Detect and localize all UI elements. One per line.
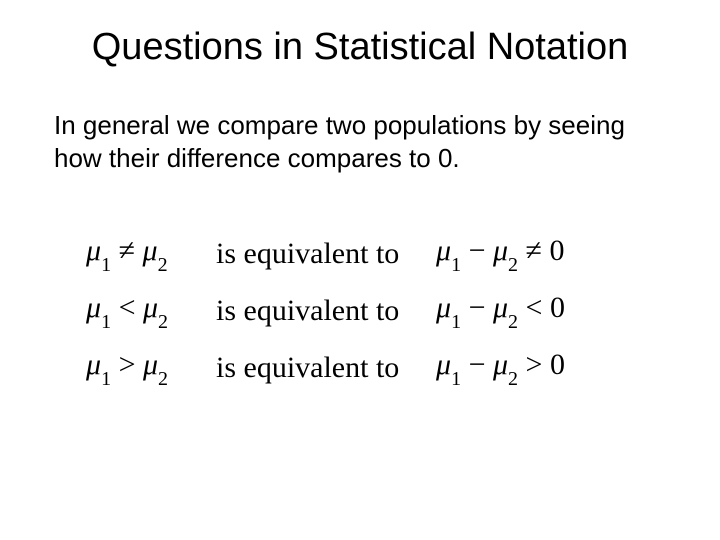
minus-op: − xyxy=(469,234,486,267)
slide-title: Questions in Statistical Notation xyxy=(50,26,670,69)
minus-op: − xyxy=(469,291,486,324)
equation-rhs: μ1 − μ2 > 0 xyxy=(436,348,565,387)
mu-symbol: μ xyxy=(86,291,101,324)
equation-rhs: μ1 − μ2 ≠ 0 xyxy=(436,234,565,273)
mu-symbol: μ xyxy=(86,348,101,381)
equation-rhs: μ1 − μ2 < 0 xyxy=(436,291,565,330)
subscript: 2 xyxy=(508,368,518,390)
relation-op: < xyxy=(526,291,543,324)
equation-row: μ1 ≠ μ2 is equivalent to μ1 − μ2 ≠ 0 xyxy=(86,234,670,273)
subscript: 1 xyxy=(101,254,111,276)
relation-op: ≠ xyxy=(119,234,135,267)
mu-symbol: μ xyxy=(493,291,508,324)
subscript: 1 xyxy=(451,368,461,390)
equations-block: μ1 ≠ μ2 is equivalent to μ1 − μ2 ≠ 0 μ1 … xyxy=(50,234,670,387)
subscript: 1 xyxy=(101,368,111,390)
minus-op: − xyxy=(469,348,486,381)
equation-row: μ1 < μ2 is equivalent to μ1 − μ2 < 0 xyxy=(86,291,670,330)
relation-op: < xyxy=(119,291,136,324)
equation-row: μ1 > μ2 is equivalent to μ1 − μ2 > 0 xyxy=(86,348,670,387)
relation-op: ≠ xyxy=(526,234,542,267)
zero: 0 xyxy=(550,291,565,324)
mu-symbol: μ xyxy=(436,291,451,324)
slide-body-text: In general we compare two populations by… xyxy=(50,109,670,174)
subscript: 2 xyxy=(508,254,518,276)
zero: 0 xyxy=(550,348,565,381)
mu-symbol: μ xyxy=(86,234,101,267)
subscript: 1 xyxy=(451,311,461,333)
equivalence-text: is equivalent to xyxy=(216,351,436,385)
relation-op: > xyxy=(526,348,543,381)
mu-symbol: μ xyxy=(493,348,508,381)
subscript: 1 xyxy=(101,311,111,333)
mu-symbol: μ xyxy=(143,234,158,267)
equivalence-text: is equivalent to xyxy=(216,294,436,328)
equivalence-text: is equivalent to xyxy=(216,237,436,271)
subscript: 2 xyxy=(508,311,518,333)
zero: 0 xyxy=(550,234,565,267)
slide: Questions in Statistical Notation In gen… xyxy=(0,0,720,540)
subscript: 2 xyxy=(158,311,168,333)
mu-symbol: μ xyxy=(436,348,451,381)
mu-symbol: μ xyxy=(143,348,158,381)
equation-lhs: μ1 ≠ μ2 xyxy=(86,234,216,273)
subscript: 2 xyxy=(158,254,168,276)
mu-symbol: μ xyxy=(143,291,158,324)
equation-lhs: μ1 < μ2 xyxy=(86,291,216,330)
mu-symbol: μ xyxy=(436,234,451,267)
equation-lhs: μ1 > μ2 xyxy=(86,348,216,387)
subscript: 2 xyxy=(158,368,168,390)
subscript: 1 xyxy=(451,254,461,276)
relation-op: > xyxy=(119,348,136,381)
mu-symbol: μ xyxy=(493,234,508,267)
